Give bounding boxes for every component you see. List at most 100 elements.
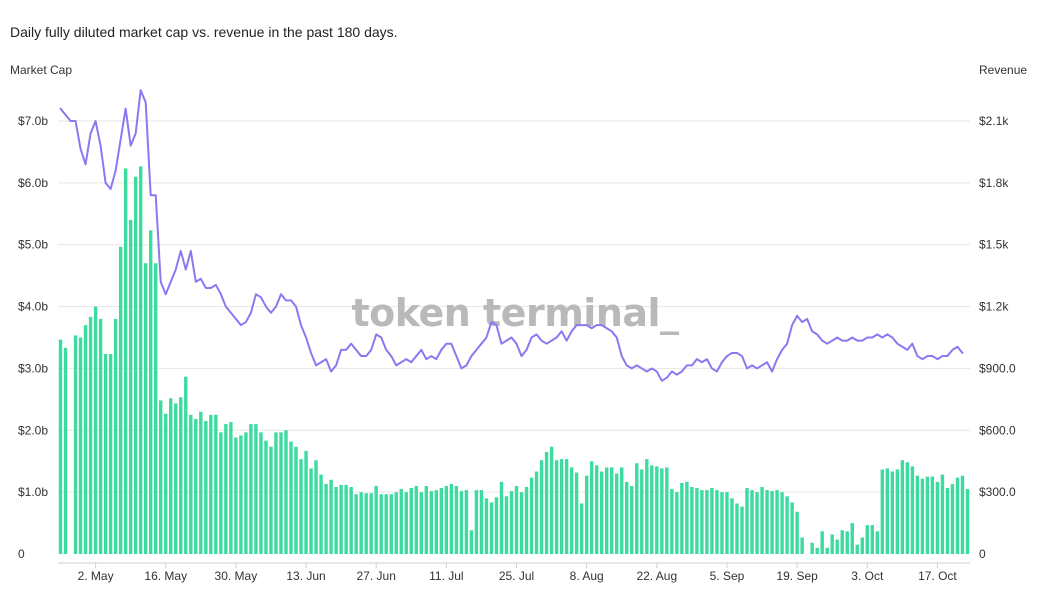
revenue-bar xyxy=(554,460,559,554)
revenue-bar xyxy=(469,530,474,554)
y-right-tick-label: $1.5k xyxy=(979,238,1009,252)
revenue-bar xyxy=(444,485,449,554)
revenue-bar xyxy=(464,490,469,554)
revenue-bar xyxy=(164,413,168,554)
revenue-bar xyxy=(284,430,288,554)
revenue-bar xyxy=(524,486,529,554)
revenue-bar xyxy=(389,494,393,554)
revenue-bar xyxy=(199,411,203,554)
revenue-bar xyxy=(640,469,644,554)
revenue-bar xyxy=(960,475,965,554)
revenue-bar xyxy=(610,467,614,554)
revenue-bar xyxy=(875,531,879,554)
revenue-bar xyxy=(599,471,604,554)
revenue-bar xyxy=(118,246,123,554)
revenue-bar xyxy=(885,468,890,554)
revenue-bar xyxy=(549,446,554,554)
revenue-bar xyxy=(98,318,103,554)
revenue-bar xyxy=(73,335,78,554)
revenue-bar xyxy=(569,467,574,554)
revenue-bar xyxy=(965,489,970,554)
revenue-bar xyxy=(309,468,313,554)
revenue-bar xyxy=(630,485,634,554)
revenue-bar xyxy=(895,469,900,554)
revenue-bar xyxy=(655,466,659,554)
revenue-bar xyxy=(815,547,819,554)
revenue-bar xyxy=(685,481,689,554)
revenue-bar xyxy=(559,459,564,554)
revenue-bar xyxy=(209,414,213,554)
revenue-bar xyxy=(690,486,694,554)
y-left-tick-label: $6.0b xyxy=(18,176,48,190)
revenue-bar xyxy=(404,492,408,554)
revenue-bar xyxy=(635,463,639,554)
revenue-bar xyxy=(675,492,679,554)
x-tick-label: 11. Jul xyxy=(429,569,463,583)
revenue-bar xyxy=(775,490,779,554)
revenue-bar xyxy=(143,263,148,554)
revenue-bar xyxy=(429,491,434,554)
revenue-bar xyxy=(574,472,579,554)
revenue-bar xyxy=(229,422,233,554)
revenue-bar xyxy=(379,494,383,554)
y-left-tick-label: $3.0b xyxy=(18,361,48,375)
revenue-bar xyxy=(133,176,138,555)
y-left-tick-label: $4.0b xyxy=(18,300,48,314)
revenue-bar xyxy=(289,441,293,554)
revenue-bar xyxy=(835,539,839,554)
revenue-bar xyxy=(149,230,153,554)
revenue-bar xyxy=(830,534,834,554)
y-right-tick-label: $2.1k xyxy=(979,114,1009,128)
revenue-bar xyxy=(710,488,714,554)
revenue-bar xyxy=(254,424,258,554)
revenue-bar xyxy=(945,488,950,554)
revenue-bar xyxy=(930,476,935,554)
revenue-bars xyxy=(58,166,970,555)
revenue-bar xyxy=(534,471,539,554)
revenue-bar xyxy=(159,400,163,554)
revenue-bar xyxy=(730,498,734,554)
revenue-bar xyxy=(184,376,188,554)
revenue-bar xyxy=(259,432,263,554)
revenue-bar xyxy=(720,492,724,554)
revenue-bar xyxy=(760,486,764,554)
watermark-text: token terminal_ xyxy=(351,291,679,335)
revenue-bar xyxy=(845,531,849,554)
revenue-bar xyxy=(825,547,829,554)
left-axis-title: Market Cap xyxy=(10,63,73,77)
revenue-bar xyxy=(955,477,960,554)
revenue-bar xyxy=(650,465,654,554)
revenue-bar xyxy=(504,496,509,554)
revenue-bar xyxy=(454,485,459,554)
x-tick-label: 25. Jul xyxy=(499,569,534,583)
revenue-bar xyxy=(349,486,353,554)
x-tick-label: 16. May xyxy=(144,569,187,583)
x-tick-label: 19. Sep xyxy=(776,569,818,583)
revenue-bar xyxy=(584,475,589,554)
revenue-bar xyxy=(820,531,824,554)
right-axis-title: Revenue xyxy=(979,63,1028,77)
revenue-bar xyxy=(850,523,854,554)
x-tick-label: 2. May xyxy=(78,569,114,583)
revenue-bar xyxy=(489,502,494,554)
revenue-bar xyxy=(294,446,298,554)
revenue-bar xyxy=(419,492,423,554)
revenue-bar xyxy=(214,414,218,554)
revenue-bar xyxy=(384,494,388,554)
revenue-bar xyxy=(715,490,719,554)
revenue-bar xyxy=(750,490,754,554)
revenue-bar xyxy=(865,525,869,554)
revenue-bar xyxy=(564,459,569,554)
revenue-bar xyxy=(700,490,704,554)
revenue-bar xyxy=(204,421,208,554)
revenue-bar xyxy=(474,490,479,554)
revenue-bar xyxy=(304,450,308,554)
revenue-bar xyxy=(509,491,514,554)
right-y-axis: 0 $300.0 $600.0 $900.0 $1.2k $1.5k $1.8k $2.1k xyxy=(979,114,1016,561)
revenue-bar xyxy=(78,337,83,554)
revenue-bar xyxy=(870,525,874,554)
revenue-bar xyxy=(274,432,278,554)
x-tick-label: 8. Aug xyxy=(570,569,604,583)
revenue-bar xyxy=(364,493,368,554)
